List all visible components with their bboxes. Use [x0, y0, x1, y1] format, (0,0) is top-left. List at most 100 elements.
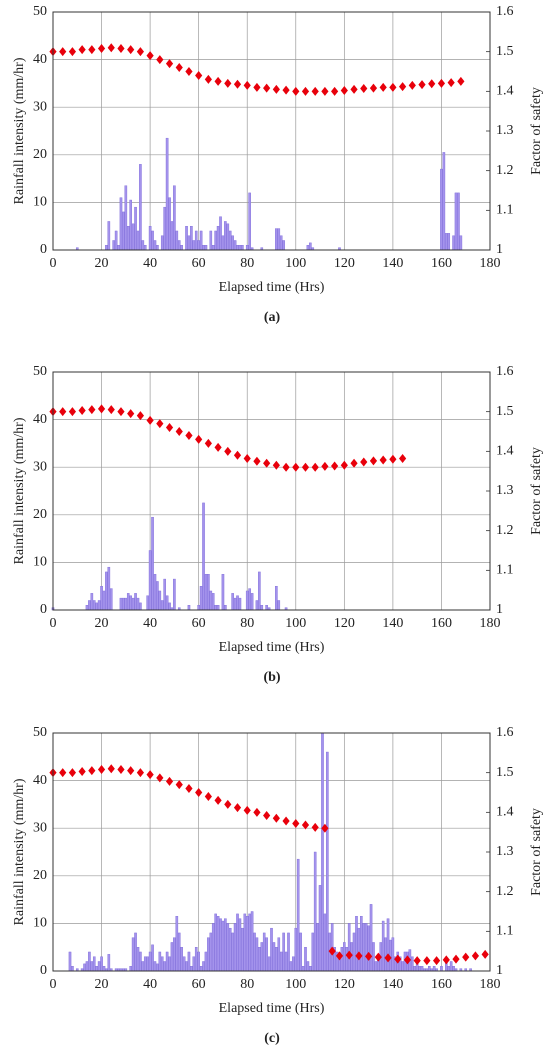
bar	[207, 574, 210, 611]
x-tick-label: 0	[50, 256, 57, 271]
diamond-marker	[146, 770, 154, 780]
bar	[202, 245, 205, 251]
bar	[199, 586, 203, 611]
bar	[185, 225, 188, 251]
bar	[187, 235, 191, 251]
bar	[323, 913, 327, 972]
diamond-marker	[350, 84, 358, 94]
bar	[216, 605, 220, 611]
panel-caption: (a)	[264, 310, 281, 325]
diamond-marker	[204, 74, 212, 84]
bar	[129, 595, 132, 611]
bar	[374, 961, 378, 972]
diamond-marker	[389, 82, 397, 92]
bar	[282, 932, 285, 972]
diamond-marker	[195, 788, 203, 797]
x-tick-label: 100	[285, 256, 306, 271]
bar	[90, 961, 94, 972]
diamond-marker	[97, 43, 106, 53]
bar	[245, 245, 249, 251]
bar	[362, 923, 366, 972]
bar	[122, 597, 125, 611]
bar	[226, 923, 230, 972]
chart-panel: 0 20 40 60 80 100 120 140 160 180 0 10 20 30 40 50 1 1.1 1…	[12, 725, 544, 1046]
bar	[153, 240, 157, 251]
diamond-marker	[389, 454, 397, 464]
bar	[165, 595, 169, 611]
diamond-marker	[117, 764, 125, 774]
bar	[287, 932, 290, 972]
bar	[265, 605, 268, 611]
bar	[160, 600, 164, 611]
diamond-marker	[331, 86, 339, 96]
diamond-marker	[243, 80, 251, 90]
diamond-marker	[127, 45, 135, 55]
bar	[253, 932, 256, 972]
y2-tick-label: 1.5	[496, 765, 514, 780]
bar	[139, 602, 142, 611]
bar	[83, 963, 86, 972]
diamond-marker	[369, 83, 378, 93]
bar	[209, 230, 213, 251]
plot-frame	[52, 371, 491, 611]
diamond-marker	[97, 404, 106, 414]
diamond-marker	[78, 766, 86, 776]
diamond-marker	[233, 79, 242, 89]
bar	[160, 235, 164, 251]
bar	[134, 593, 137, 611]
bar	[270, 927, 273, 972]
y2-tick-label: 1.4	[496, 84, 514, 99]
diamond-marker	[78, 45, 86, 55]
bar	[136, 230, 140, 251]
bar	[146, 956, 149, 972]
bar	[124, 185, 128, 251]
bar	[165, 951, 169, 972]
bar	[245, 590, 249, 611]
bar	[141, 240, 145, 251]
bar	[452, 235, 455, 251]
plot-frame	[52, 11, 491, 251]
bar	[202, 502, 205, 611]
bar	[241, 245, 244, 251]
diamond-marker	[195, 434, 203, 444]
bar	[148, 951, 152, 972]
bar	[153, 574, 157, 611]
bar	[97, 961, 101, 972]
diamond-marker	[175, 63, 183, 73]
bar	[238, 245, 242, 251]
diamond-marker	[59, 768, 67, 778]
x-tick-label: 160	[431, 616, 452, 631]
bar	[146, 595, 149, 611]
bar	[221, 920, 225, 972]
bar	[248, 192, 251, 251]
bar	[180, 245, 183, 251]
bar	[304, 947, 307, 972]
x-tick-label: 20	[95, 977, 109, 992]
bar	[316, 923, 319, 972]
y-tick-label: 50	[33, 4, 47, 19]
bar	[275, 947, 278, 972]
y-tick-label: 10	[33, 916, 47, 931]
diamond-marker	[175, 780, 183, 790]
bar	[209, 932, 213, 972]
bar	[221, 235, 225, 251]
y-tick-label: 0	[40, 602, 47, 617]
diamond-marker	[224, 446, 232, 456]
diamond-marker	[233, 450, 242, 460]
y2-axis-title: Factor of safety	[529, 87, 544, 175]
bar	[364, 923, 368, 972]
bar	[85, 605, 89, 611]
x-tick-label: 140	[382, 977, 403, 992]
bar	[231, 593, 234, 611]
diamond-marker	[253, 807, 261, 817]
bar	[117, 245, 120, 251]
bar	[192, 956, 196, 972]
bar	[158, 590, 162, 611]
diamond-marker	[136, 768, 144, 778]
bar	[245, 916, 249, 972]
bar	[277, 600, 281, 611]
bar	[177, 932, 181, 972]
bar	[440, 966, 443, 972]
bar	[180, 947, 183, 972]
bar	[134, 206, 137, 251]
